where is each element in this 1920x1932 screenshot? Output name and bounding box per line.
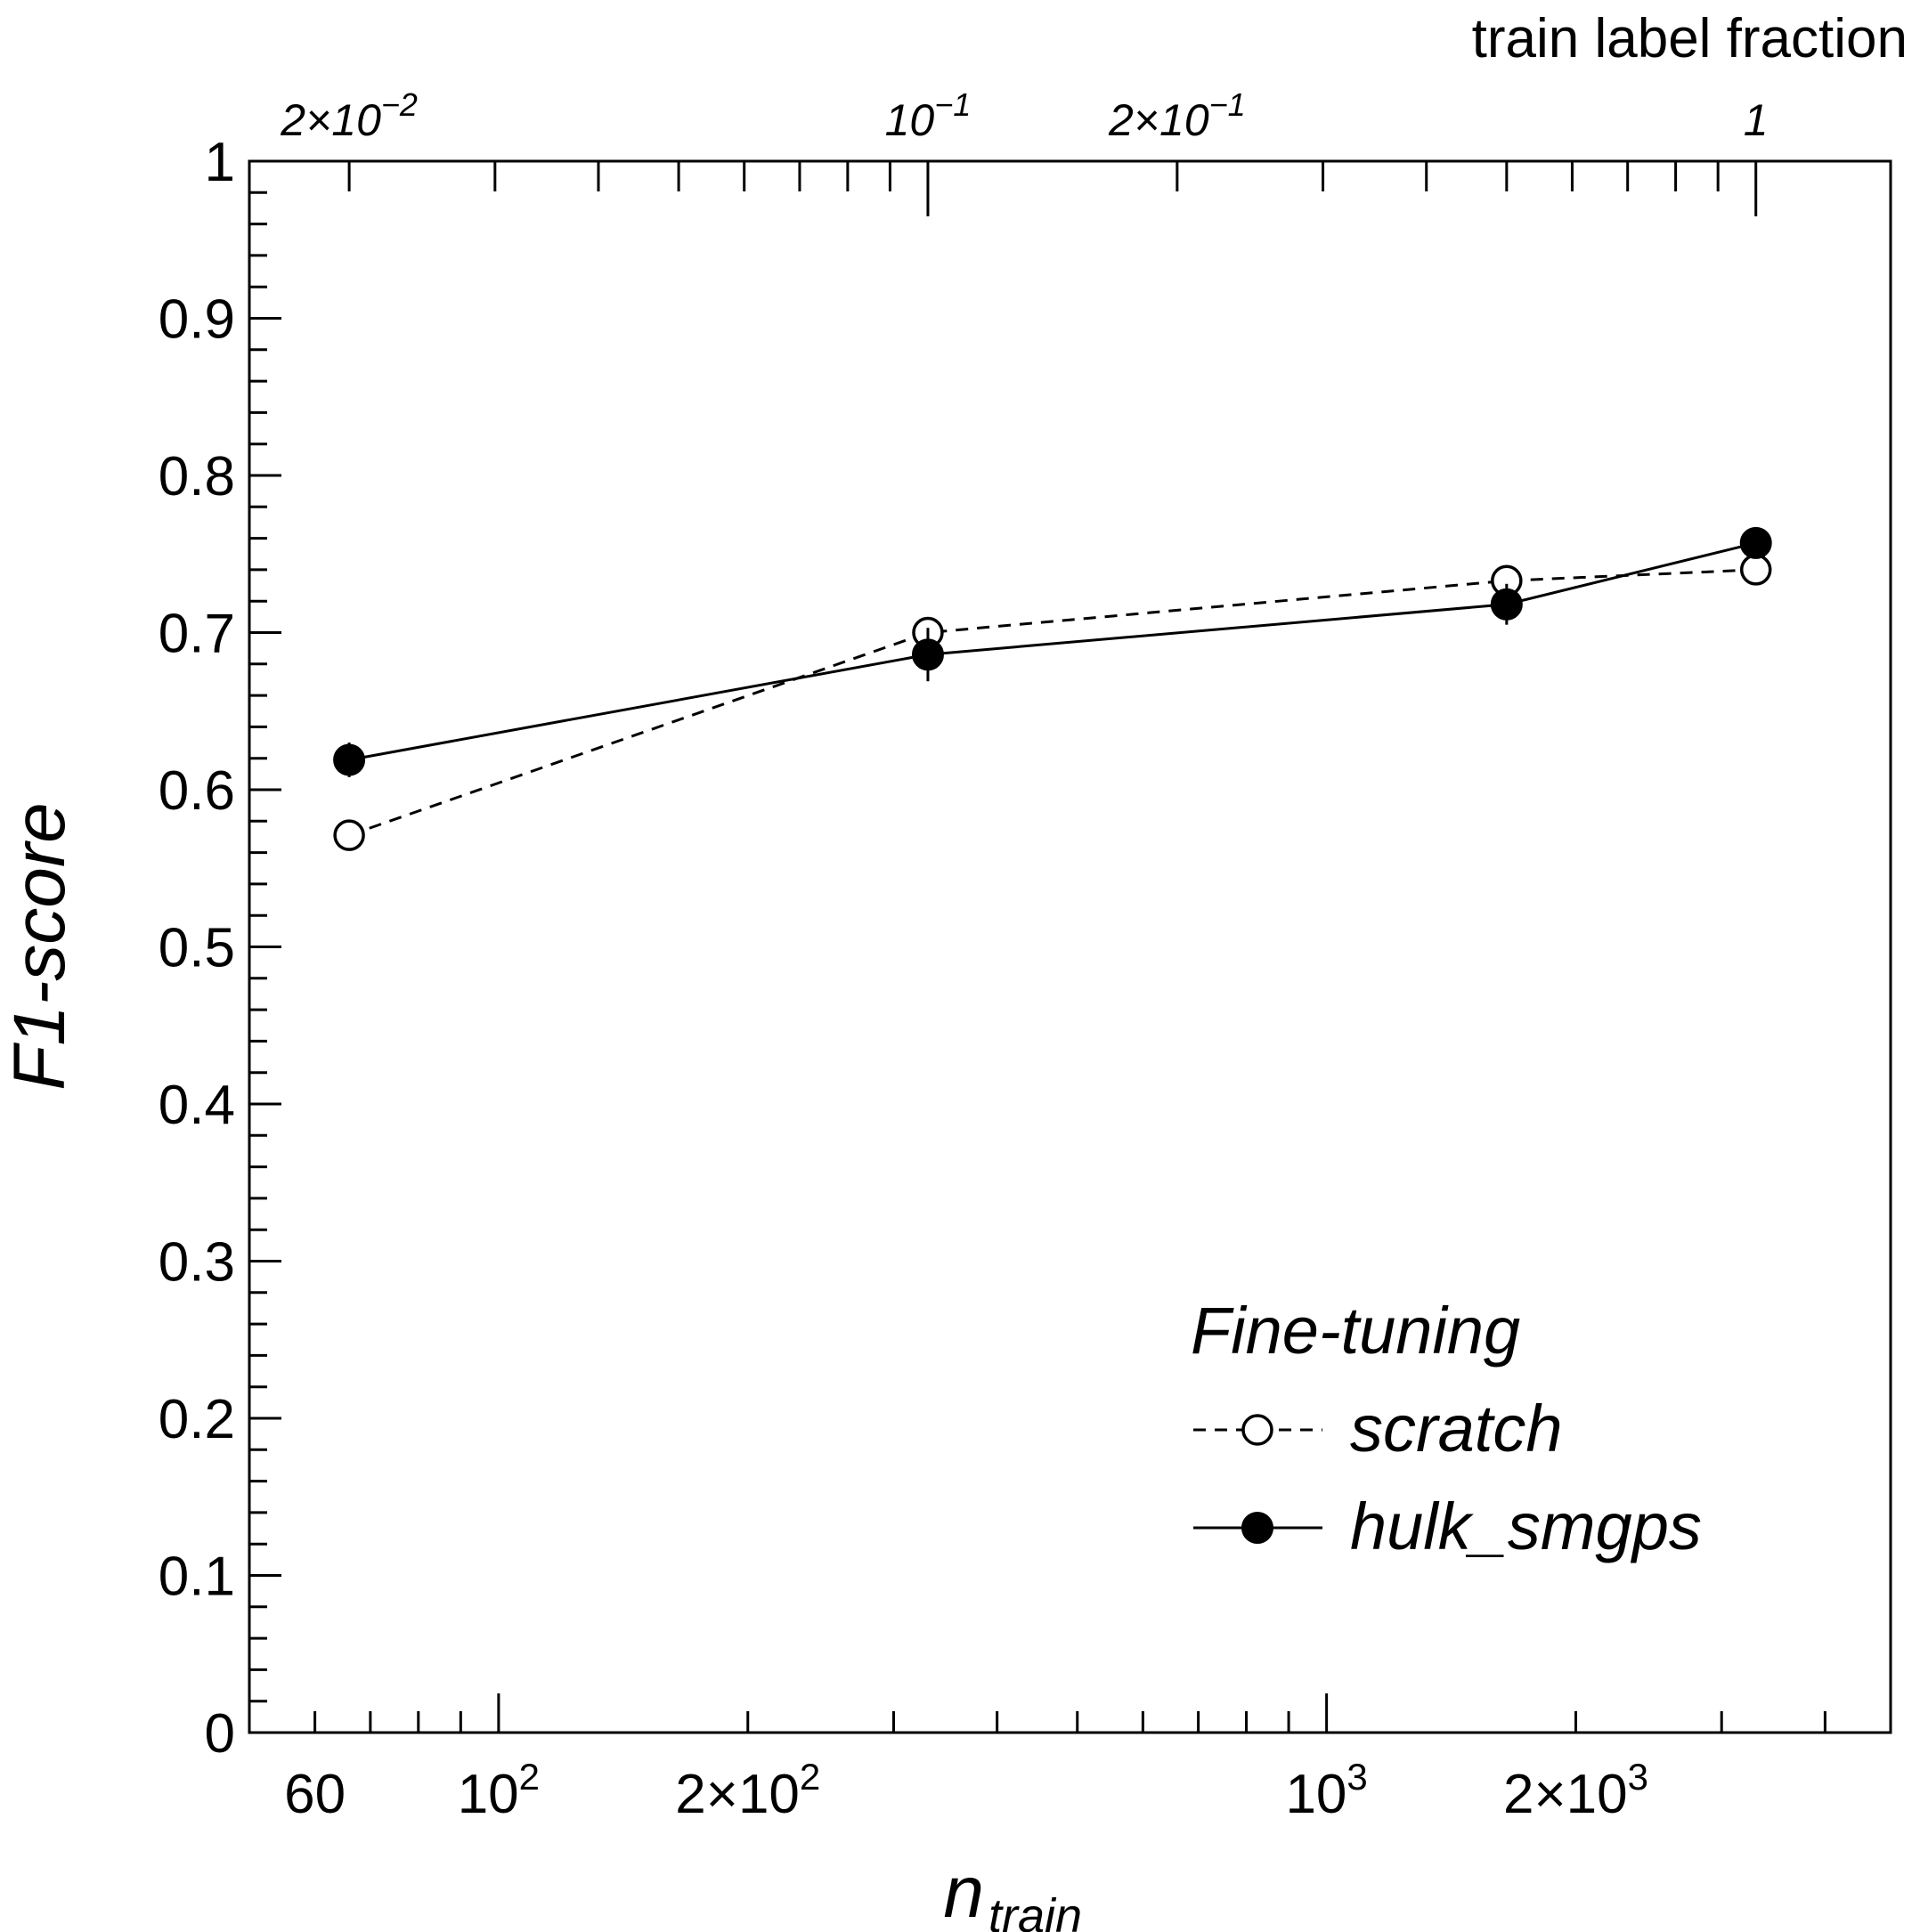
legend-hulk-marker bbox=[1241, 1512, 1273, 1544]
data-point-hulk-smgps bbox=[1490, 588, 1523, 621]
y-tick-label: 0.3 bbox=[159, 1232, 235, 1294]
series-line-hulk-smgps bbox=[348, 541, 1757, 761]
data-point-scratch bbox=[333, 819, 365, 851]
y-tick-label: 0.5 bbox=[159, 918, 235, 979]
data-point-hulk-smgps bbox=[911, 638, 944, 671]
y-tick-label: 1 bbox=[205, 132, 235, 193]
y-tick-label: 0.8 bbox=[159, 446, 235, 507]
data-point-hulk-smgps bbox=[1739, 526, 1772, 559]
legend-scratch-marker bbox=[1241, 1414, 1273, 1446]
legend: Fine-tuning scratch hulk_smgps bbox=[1191, 1294, 1702, 1563]
legend-scratch-label: scratch bbox=[1350, 1392, 1563, 1465]
x-axis-title: n bbox=[943, 1852, 984, 1932]
y-axis-title: F1-score bbox=[0, 802, 80, 1091]
data-point-hulk-smgps bbox=[333, 743, 366, 776]
axis-ticks bbox=[248, 159, 1826, 1734]
y-tick-label: 0.2 bbox=[159, 1389, 235, 1450]
x-tick-label: 2×103 bbox=[1503, 1756, 1648, 1825]
series-line-scratch bbox=[348, 568, 1756, 837]
y-tick-label: 0.9 bbox=[159, 289, 235, 351]
x-tick-label: 102 bbox=[458, 1756, 540, 1825]
legend-title: Fine-tuning bbox=[1191, 1294, 1520, 1368]
data-point-scratch bbox=[1739, 554, 1772, 586]
legend-hulk-label: hulk_smgps bbox=[1350, 1490, 1702, 1563]
top-tick-label: 2×10−2 bbox=[280, 86, 418, 145]
y-tick-label: 0.6 bbox=[159, 760, 235, 822]
x-tick-label: 2×102 bbox=[675, 1756, 820, 1825]
x-tick-label: 60 bbox=[284, 1764, 346, 1825]
x-tick-label: 103 bbox=[1285, 1756, 1367, 1825]
y-tick-label: 0.7 bbox=[159, 604, 235, 665]
top-tick-label: 1 bbox=[1744, 95, 1769, 145]
axis-tick-labels: 0 0.1 0.2 0.3 0.4 0.5 0.6 0.7 0.8 0.9 1 60 102 2×102 1… bbox=[159, 86, 1769, 1825]
top-tick-label: 10−1 bbox=[885, 86, 972, 145]
y-tick-label: 0.4 bbox=[159, 1075, 235, 1136]
x-axis-title-main: n bbox=[943, 1852, 984, 1932]
top-axis-title: train label fraction bbox=[1472, 8, 1908, 69]
x-axis-title-subscript: train bbox=[988, 1889, 1082, 1932]
y-tick-label: 0 bbox=[205, 1703, 235, 1765]
y-tick-label: 0.1 bbox=[159, 1546, 235, 1608]
series-layer bbox=[333, 526, 1772, 851]
top-tick-label: 2×10−1 bbox=[1108, 86, 1246, 145]
